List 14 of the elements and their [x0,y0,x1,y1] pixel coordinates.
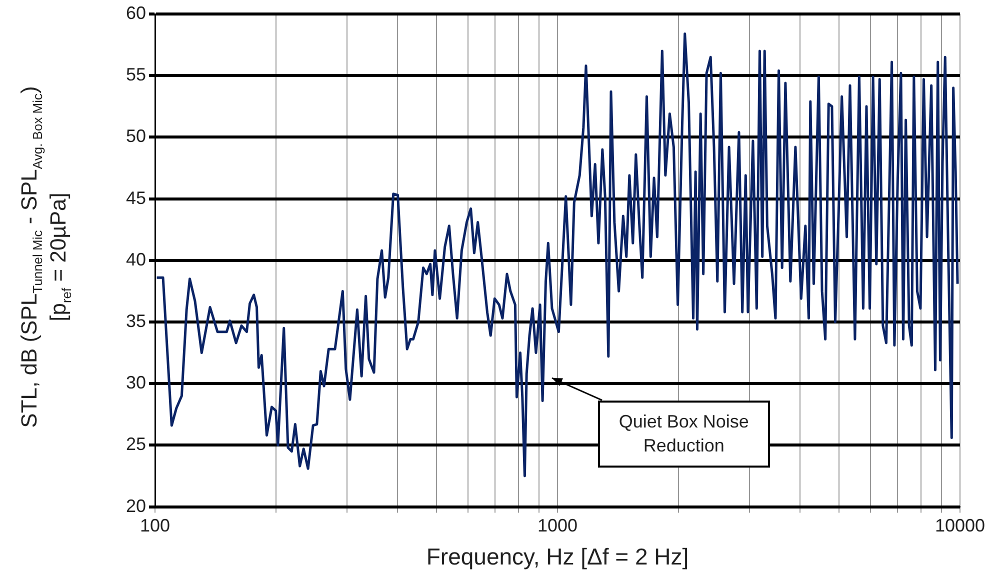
y-tick-label: 20 [126,496,146,516]
y-tick-label: 30 [126,372,146,393]
y-tick-label: 35 [126,310,146,331]
x-tick-label: 100 [140,516,170,536]
x-tick-label: 1000 [537,516,578,536]
y-tick-label: 45 [126,188,146,208]
y-tick-label: 50 [126,126,146,146]
annotation: Quiet Box Noise Reduction [598,400,770,468]
y-tick-label: 55 [126,64,146,85]
y-tick-label: 60 [126,2,146,23]
y-tick-label: 25 [126,434,146,454]
x-axis-title: Frequency, Hz [Δf = 2 Hz] [426,544,689,570]
y-tick-label: 40 [126,249,146,270]
x-tick-label: 10000 [934,516,986,536]
